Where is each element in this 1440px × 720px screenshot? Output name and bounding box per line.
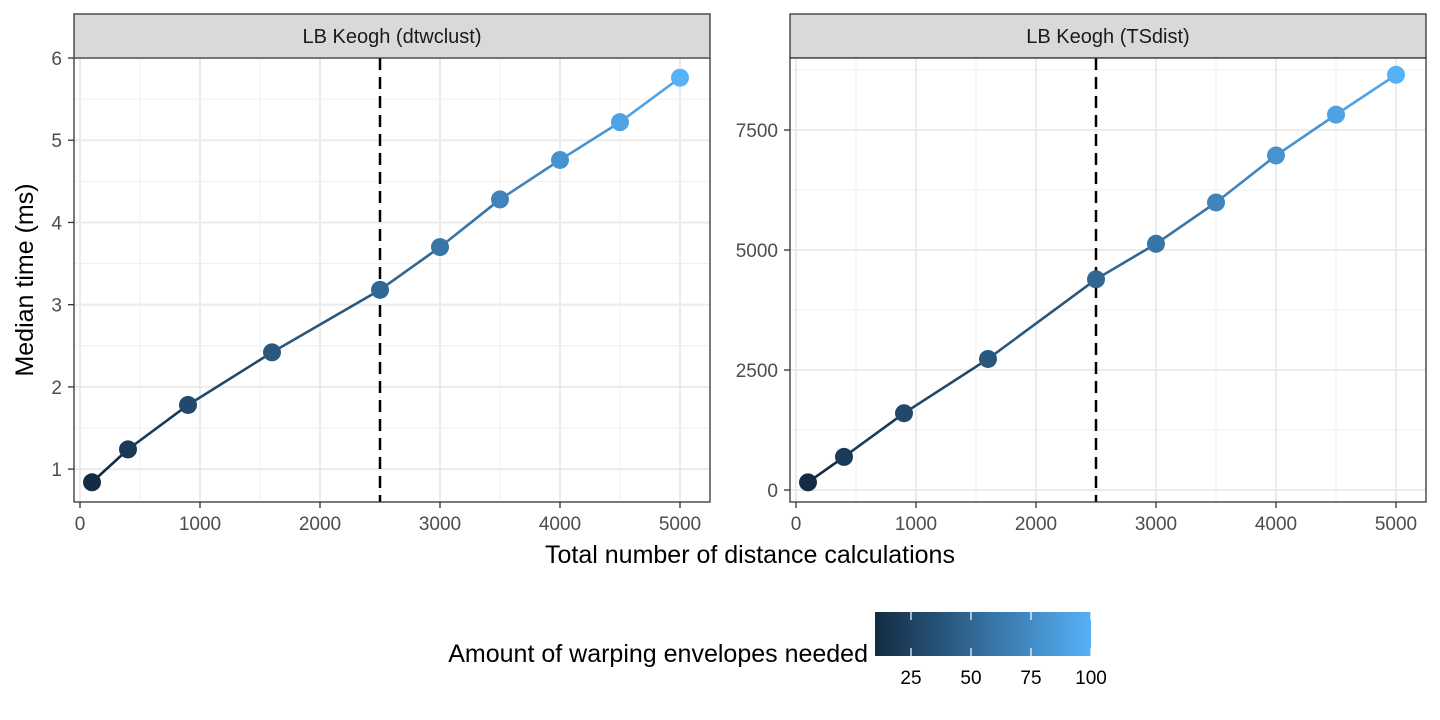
legend-tick-label: 25 — [900, 668, 921, 689]
y-tick-label: 6 — [51, 49, 62, 70]
x-tick-label: 2000 — [1015, 514, 1057, 535]
x-tick-label: 5000 — [1375, 514, 1417, 535]
panel-strip — [73, 13, 711, 59]
legend-title: Amount of warping envelopes needed — [448, 640, 868, 668]
series-line-segment — [271, 288, 381, 354]
x-axis-title: Total number of distance calculations — [545, 541, 955, 569]
legend-tick-label: 100 — [1075, 668, 1107, 689]
data-point — [1147, 234, 1165, 253]
series-line-segment — [379, 246, 441, 291]
series-line-segment — [987, 278, 1097, 361]
panel-title: LB Keogh (dtwclust) — [303, 26, 482, 48]
series-line-segment — [1335, 73, 1397, 116]
series-line-segment — [843, 412, 905, 458]
x-tick-label: 0 — [75, 514, 86, 535]
data-point — [895, 404, 913, 423]
data-point — [1087, 270, 1105, 289]
series-line-segment — [1215, 154, 1277, 204]
data-point — [1207, 193, 1225, 212]
x-tick-label: 4000 — [1255, 514, 1297, 535]
series-line-segment — [127, 403, 189, 451]
data-point — [1387, 65, 1405, 84]
data-point — [799, 473, 817, 492]
panel-title: LB Keogh (TSdist) — [1026, 26, 1189, 48]
data-point — [119, 440, 137, 459]
x-tick-label: 1000 — [895, 514, 937, 535]
series-line-segment — [1095, 242, 1157, 281]
data-point — [1327, 105, 1345, 124]
x-tick-label: 3000 — [419, 514, 461, 535]
data-point — [671, 68, 689, 87]
x-tick-label: 3000 — [1135, 514, 1177, 535]
y-tick-label: 5 — [51, 131, 62, 152]
legend-tick-label: 75 — [1020, 668, 1041, 689]
series-line-segment — [903, 357, 989, 415]
x-tick-label: 0 — [791, 514, 802, 535]
panel-border — [789, 57, 1427, 503]
data-point — [835, 447, 853, 466]
x-tick-label: 5000 — [659, 514, 701, 535]
series-line-segment — [559, 121, 621, 162]
data-point — [1267, 146, 1285, 165]
data-point — [611, 113, 629, 132]
plot-background — [790, 58, 1426, 502]
legend-tick-label: 50 — [960, 668, 981, 689]
y-tick-label: 1 — [51, 460, 62, 481]
x-tick-label: 2000 — [299, 514, 341, 535]
color-legend: Amount of warping envelopes needed 25 50 7… — [448, 612, 1107, 689]
data-point — [371, 280, 389, 299]
data-point — [491, 190, 509, 209]
series-line-segment — [499, 158, 561, 201]
series-line-segment — [1155, 201, 1217, 245]
data-point — [551, 150, 569, 169]
data-point — [83, 473, 101, 492]
y-tick-label: 3 — [51, 296, 62, 317]
y-tick-label: 2500 — [736, 361, 778, 382]
legend-colorbar — [875, 612, 1091, 656]
y-tick-label: 2 — [51, 378, 62, 399]
data-point — [431, 238, 449, 257]
y-tick-label: 4 — [51, 213, 62, 234]
data-point — [179, 395, 197, 414]
data-point — [263, 343, 281, 362]
series-line-segment — [187, 351, 273, 407]
series-line-segment — [619, 76, 681, 124]
y-tick-label: 0 — [767, 481, 778, 502]
data-point — [979, 349, 997, 368]
series-line-segment — [439, 198, 501, 249]
panel-dtwclust: LB Keogh (dtwclust) 0 1000 2000 3000 4000 500… — [51, 13, 711, 535]
x-tick-label: 4000 — [539, 514, 581, 535]
y-axis-title: Median time (ms) — [11, 183, 39, 376]
series-line-segment — [1275, 113, 1337, 157]
panel-tsdist: LB Keogh (TSdist) 0 1000 2000 3000 4000 5000 0… — [736, 13, 1427, 535]
y-tick-label: 7500 — [736, 121, 778, 142]
panel-border — [73, 57, 711, 503]
x-tick-label: 1000 — [179, 514, 221, 535]
y-tick-label: 5000 — [736, 241, 778, 262]
